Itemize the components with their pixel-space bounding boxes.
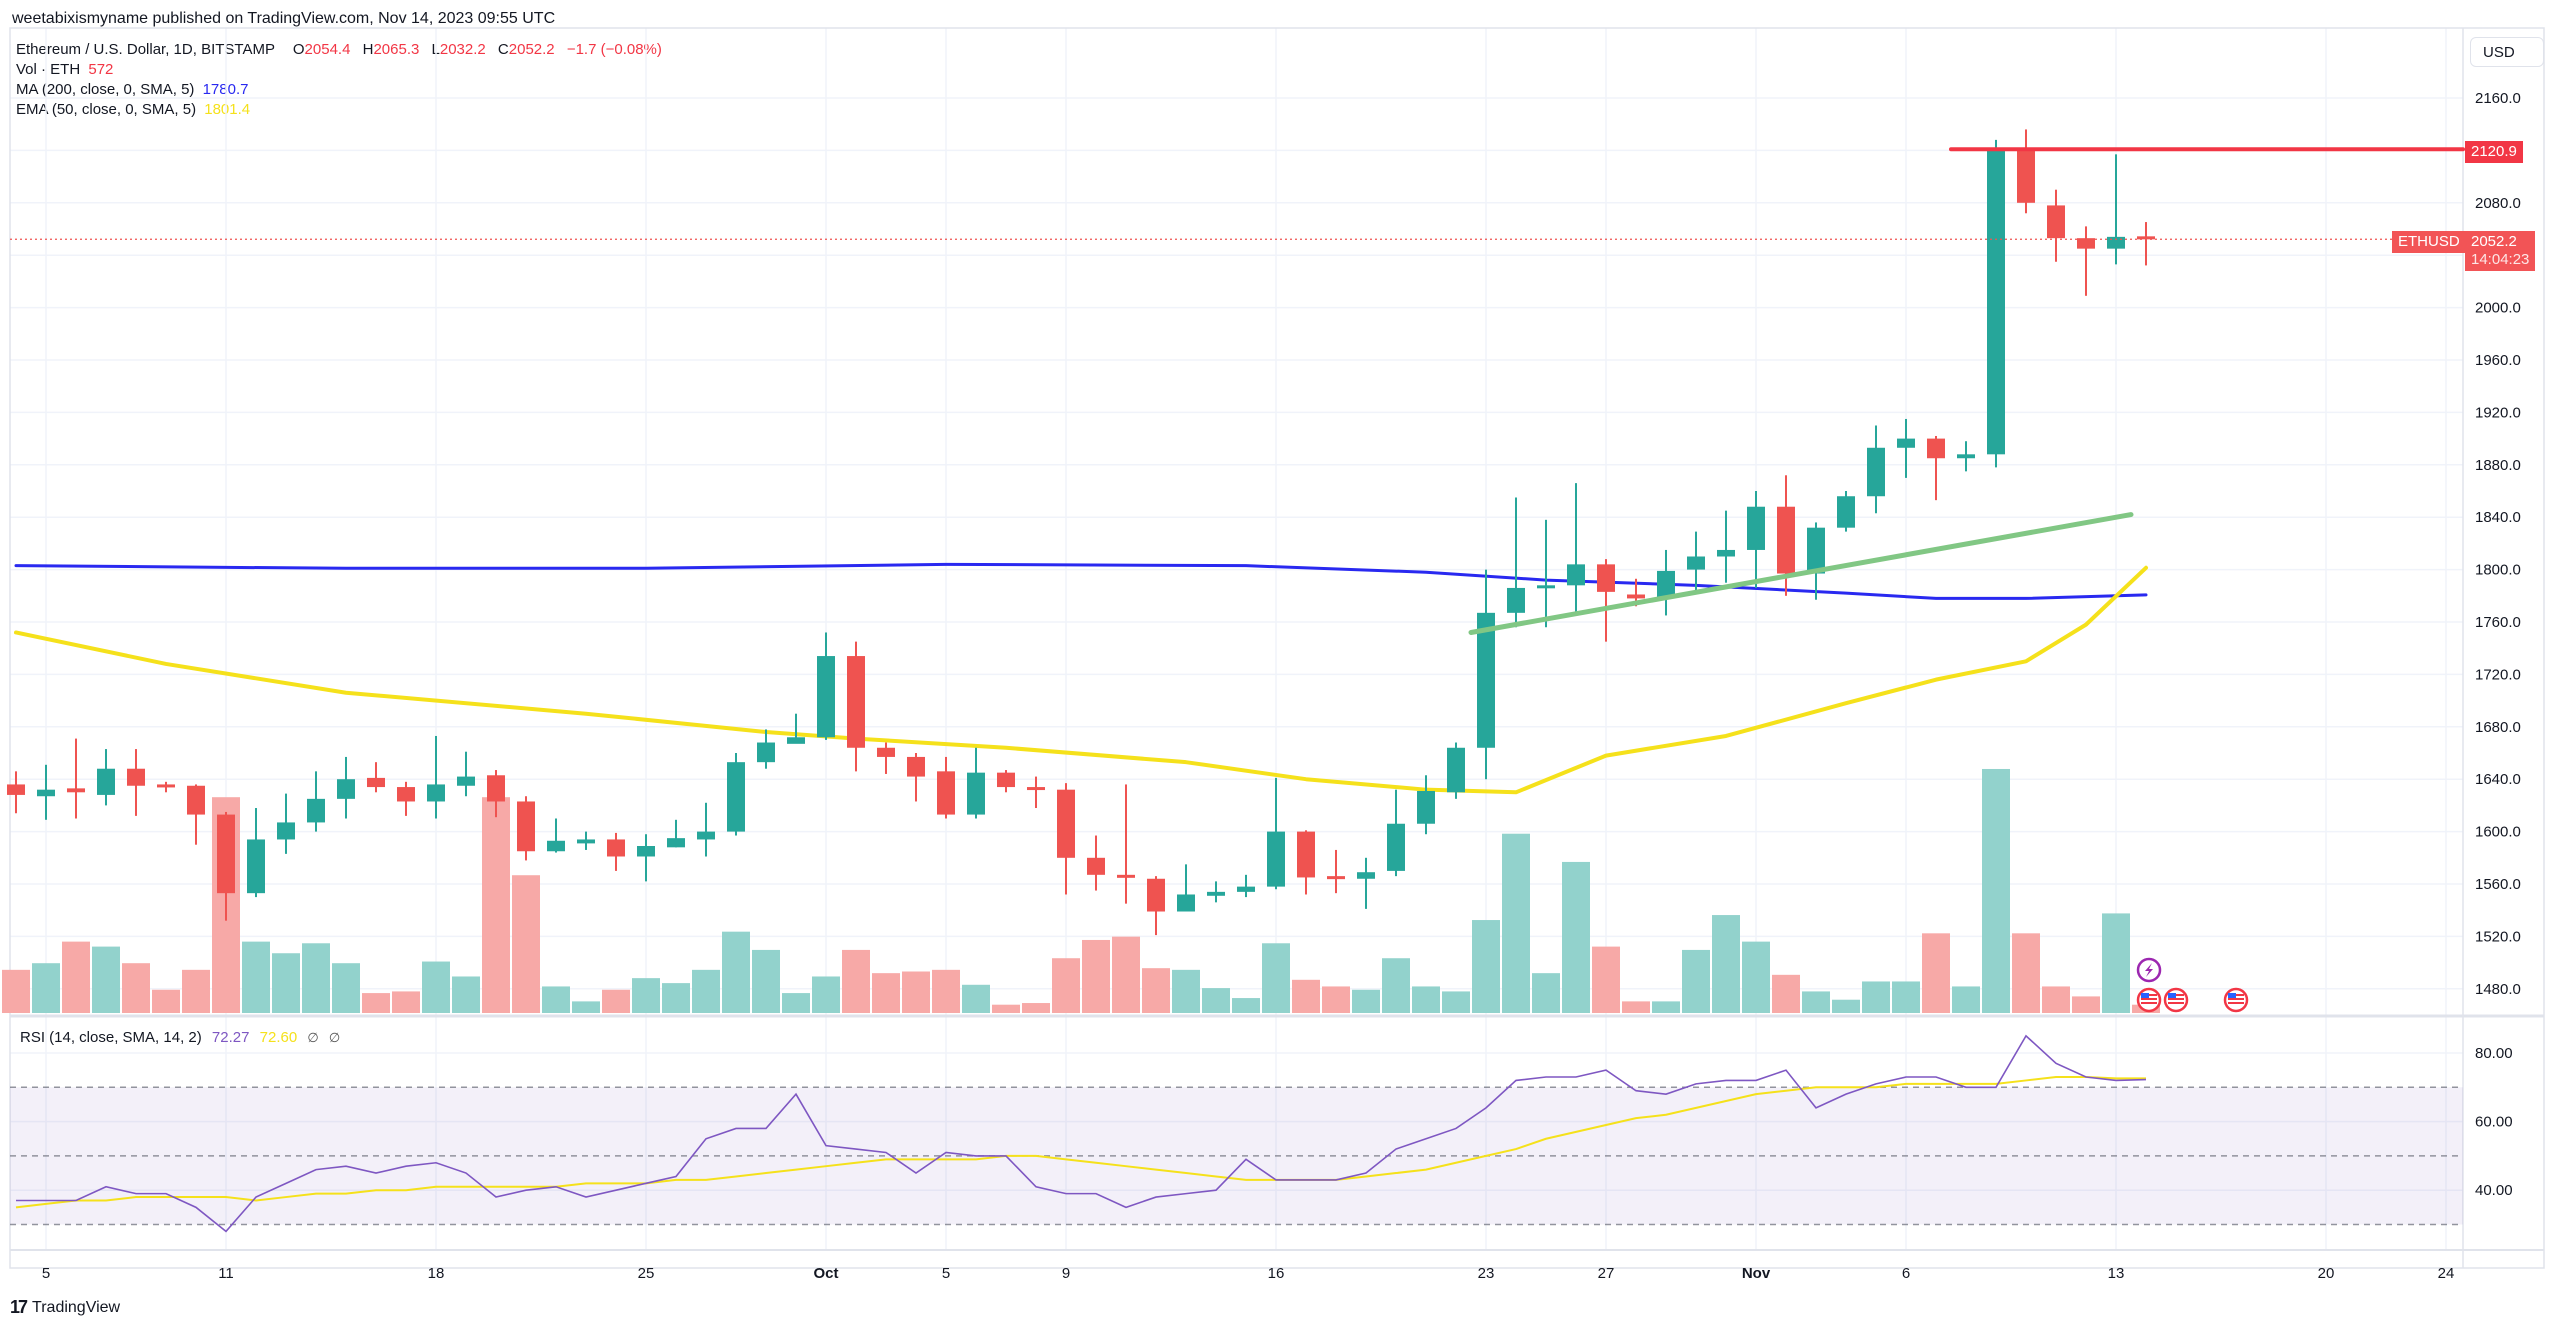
last-price-tag: 2052.2 14:04:23 bbox=[2465, 231, 2536, 271]
time-tick: 18 bbox=[428, 1265, 445, 1282]
candlesticks bbox=[7, 129, 2155, 936]
drawings[interactable] bbox=[10, 147, 2465, 635]
axes: 2160.02080.02000.01960.01920.01880.01840… bbox=[42, 90, 2521, 1282]
rsi-tick: 80.00 bbox=[2475, 1045, 2513, 1062]
publisher-line: weetabixismyname published on TradingVie… bbox=[12, 10, 556, 27]
time-tick: 6 bbox=[1902, 1265, 1910, 1282]
symbol-tag: ETHUSD bbox=[2392, 231, 2466, 253]
rsi-band-background bbox=[10, 1086, 2463, 1226]
price-tick: 1560.0 bbox=[2475, 876, 2521, 893]
volume-value: 572 bbox=[88, 61, 114, 78]
null-value-icon: ∅ bbox=[307, 1030, 319, 1045]
null-value-icon: ∅ bbox=[328, 1030, 341, 1045]
price-tick: 1680.0 bbox=[2475, 719, 2521, 736]
us-flag-icon[interactable] bbox=[2223, 987, 2249, 1013]
time-tick: 23 bbox=[1478, 1265, 1495, 1282]
open-value: O2054.4 bbox=[292, 41, 351, 58]
high-value: H2065.3 bbox=[362, 41, 420, 58]
us-flag-icon[interactable] bbox=[2163, 987, 2189, 1013]
footer-brand[interactable]: 17 TradingView bbox=[10, 1297, 120, 1318]
price-tick: 1760.0 bbox=[2475, 614, 2521, 631]
volume-label: Vol · ETH bbox=[16, 61, 81, 78]
price-tick: 1480.0 bbox=[2475, 981, 2521, 998]
symbol-title: Ethereum / U.S. Dollar, 1D, BITSTAMP bbox=[16, 41, 275, 58]
event-icons[interactable] bbox=[2136, 957, 2249, 1013]
price-tick: 1800.0 bbox=[2475, 562, 2521, 579]
price-tick: 2080.0 bbox=[2475, 195, 2521, 212]
time-tick: 5 bbox=[942, 1265, 950, 1282]
rsi-tick: 60.00 bbox=[2475, 1114, 2513, 1131]
time-tick: 20 bbox=[2318, 1265, 2335, 1282]
price-tick: 1920.0 bbox=[2475, 404, 2521, 421]
currency-selector[interactable]: USD bbox=[2470, 37, 2544, 67]
rsi-label: RSI (14, close, SMA, 14, 2) bbox=[20, 1029, 202, 1046]
time-tick: 11 bbox=[218, 1265, 234, 1282]
price-tick: 2000.0 bbox=[2475, 300, 2521, 317]
change-value: −1.7 (−0.08%) bbox=[566, 41, 662, 58]
time-tick: Oct bbox=[813, 1265, 838, 1282]
rsi-lines bbox=[15, 1034, 2147, 1233]
trendline-drawing bbox=[1468, 512, 2134, 635]
rsi-legend[interactable]: RSI (14, close, SMA, 14, 2) 72.27 72.60 … bbox=[20, 1029, 340, 1046]
ema50-label: EMA (50, close, 0, SMA, 5) bbox=[16, 101, 197, 118]
price-tick: 1640.0 bbox=[2475, 771, 2521, 788]
time-tick: 9 bbox=[1062, 1265, 1070, 1282]
close-value: C2052.2 bbox=[497, 41, 555, 58]
time-tick: 24 bbox=[2438, 1265, 2455, 1282]
rsi-tick: 40.00 bbox=[2475, 1182, 2513, 1199]
ema50-value: 1801.4 bbox=[204, 101, 251, 118]
time-tick: 13 bbox=[2108, 1265, 2125, 1282]
time-tick: 25 bbox=[638, 1265, 655, 1282]
moving-average-lines bbox=[14, 562, 2148, 795]
price-tick: 2160.0 bbox=[2475, 90, 2521, 107]
time-tick: Nov bbox=[1742, 1265, 1771, 1282]
time-tick: 5 bbox=[42, 1265, 50, 1282]
symbol-legend-row[interactable]: Ethereum / U.S. Dollar, 1D, BITSTAMP O20… bbox=[16, 40, 662, 60]
rsi-ma-value: 72.60 bbox=[259, 1029, 298, 1046]
time-tick: 27 bbox=[1598, 1265, 1615, 1282]
last-price-value: 2052.2 bbox=[2471, 233, 2517, 250]
price-tick: 1720.0 bbox=[2475, 666, 2521, 683]
grid-lines bbox=[9, 27, 2545, 1269]
chart-legend: Ethereum / U.S. Dollar, 1D, BITSTAMP O20… bbox=[16, 40, 662, 120]
price-tick: 1520.0 bbox=[2475, 928, 2521, 945]
tradingview-logo-icon: 17 bbox=[10, 1297, 28, 1317]
price-tick: 1600.0 bbox=[2475, 824, 2521, 841]
volume-legend-row[interactable]: Vol · ETH 572 bbox=[16, 60, 662, 80]
price-tick: 1840.0 bbox=[2475, 509, 2521, 526]
price-tick: 1880.0 bbox=[2475, 457, 2521, 474]
bar-countdown: 14:04:23 bbox=[2471, 251, 2530, 268]
ema50-legend-row[interactable]: EMA (50, close, 0, SMA, 5) 1801.4 bbox=[16, 100, 662, 120]
ma200-label: MA (200, close, 0, SMA, 5) bbox=[16, 81, 195, 98]
time-tick: 16 bbox=[1268, 1265, 1285, 1282]
tradingview-brand: TradingView bbox=[32, 1298, 121, 1316]
resistance-price-tag: 2120.9 bbox=[2465, 141, 2523, 163]
price-tick: 1960.0 bbox=[2475, 352, 2521, 369]
volume-bars bbox=[2, 768, 2160, 1013]
us-flag-icon[interactable] bbox=[2136, 987, 2162, 1013]
rsi-value: 72.27 bbox=[211, 1029, 250, 1046]
